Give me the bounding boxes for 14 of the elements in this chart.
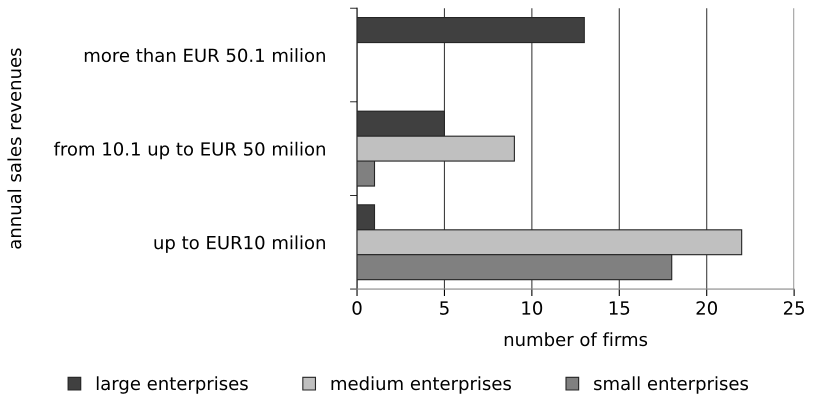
legend-label: medium enterprises: [332, 376, 511, 394]
legend-label: large enterprises: [96, 376, 248, 394]
x-axis-title: number of firms: [504, 332, 648, 346]
x-tick-label: 15: [610, 301, 630, 315]
x-tick-label: 0: [352, 301, 362, 315]
y-tick-label: up to EUR10 milion: [154, 235, 325, 253]
y-axis-title: annual sales revenues: [7, 48, 22, 249]
x-tick-label: 20: [696, 301, 717, 315]
x-tick-label: 5: [440, 301, 449, 315]
y-tick-label: from 10.1 up to EUR 50 milion: [54, 142, 325, 160]
y-tick-label: more than EUR 50.1 milion: [84, 48, 325, 62]
x-tick-label: 10: [522, 301, 542, 315]
legend-label: small enterprises: [594, 376, 748, 394]
x-tick-label: 25: [784, 301, 804, 315]
